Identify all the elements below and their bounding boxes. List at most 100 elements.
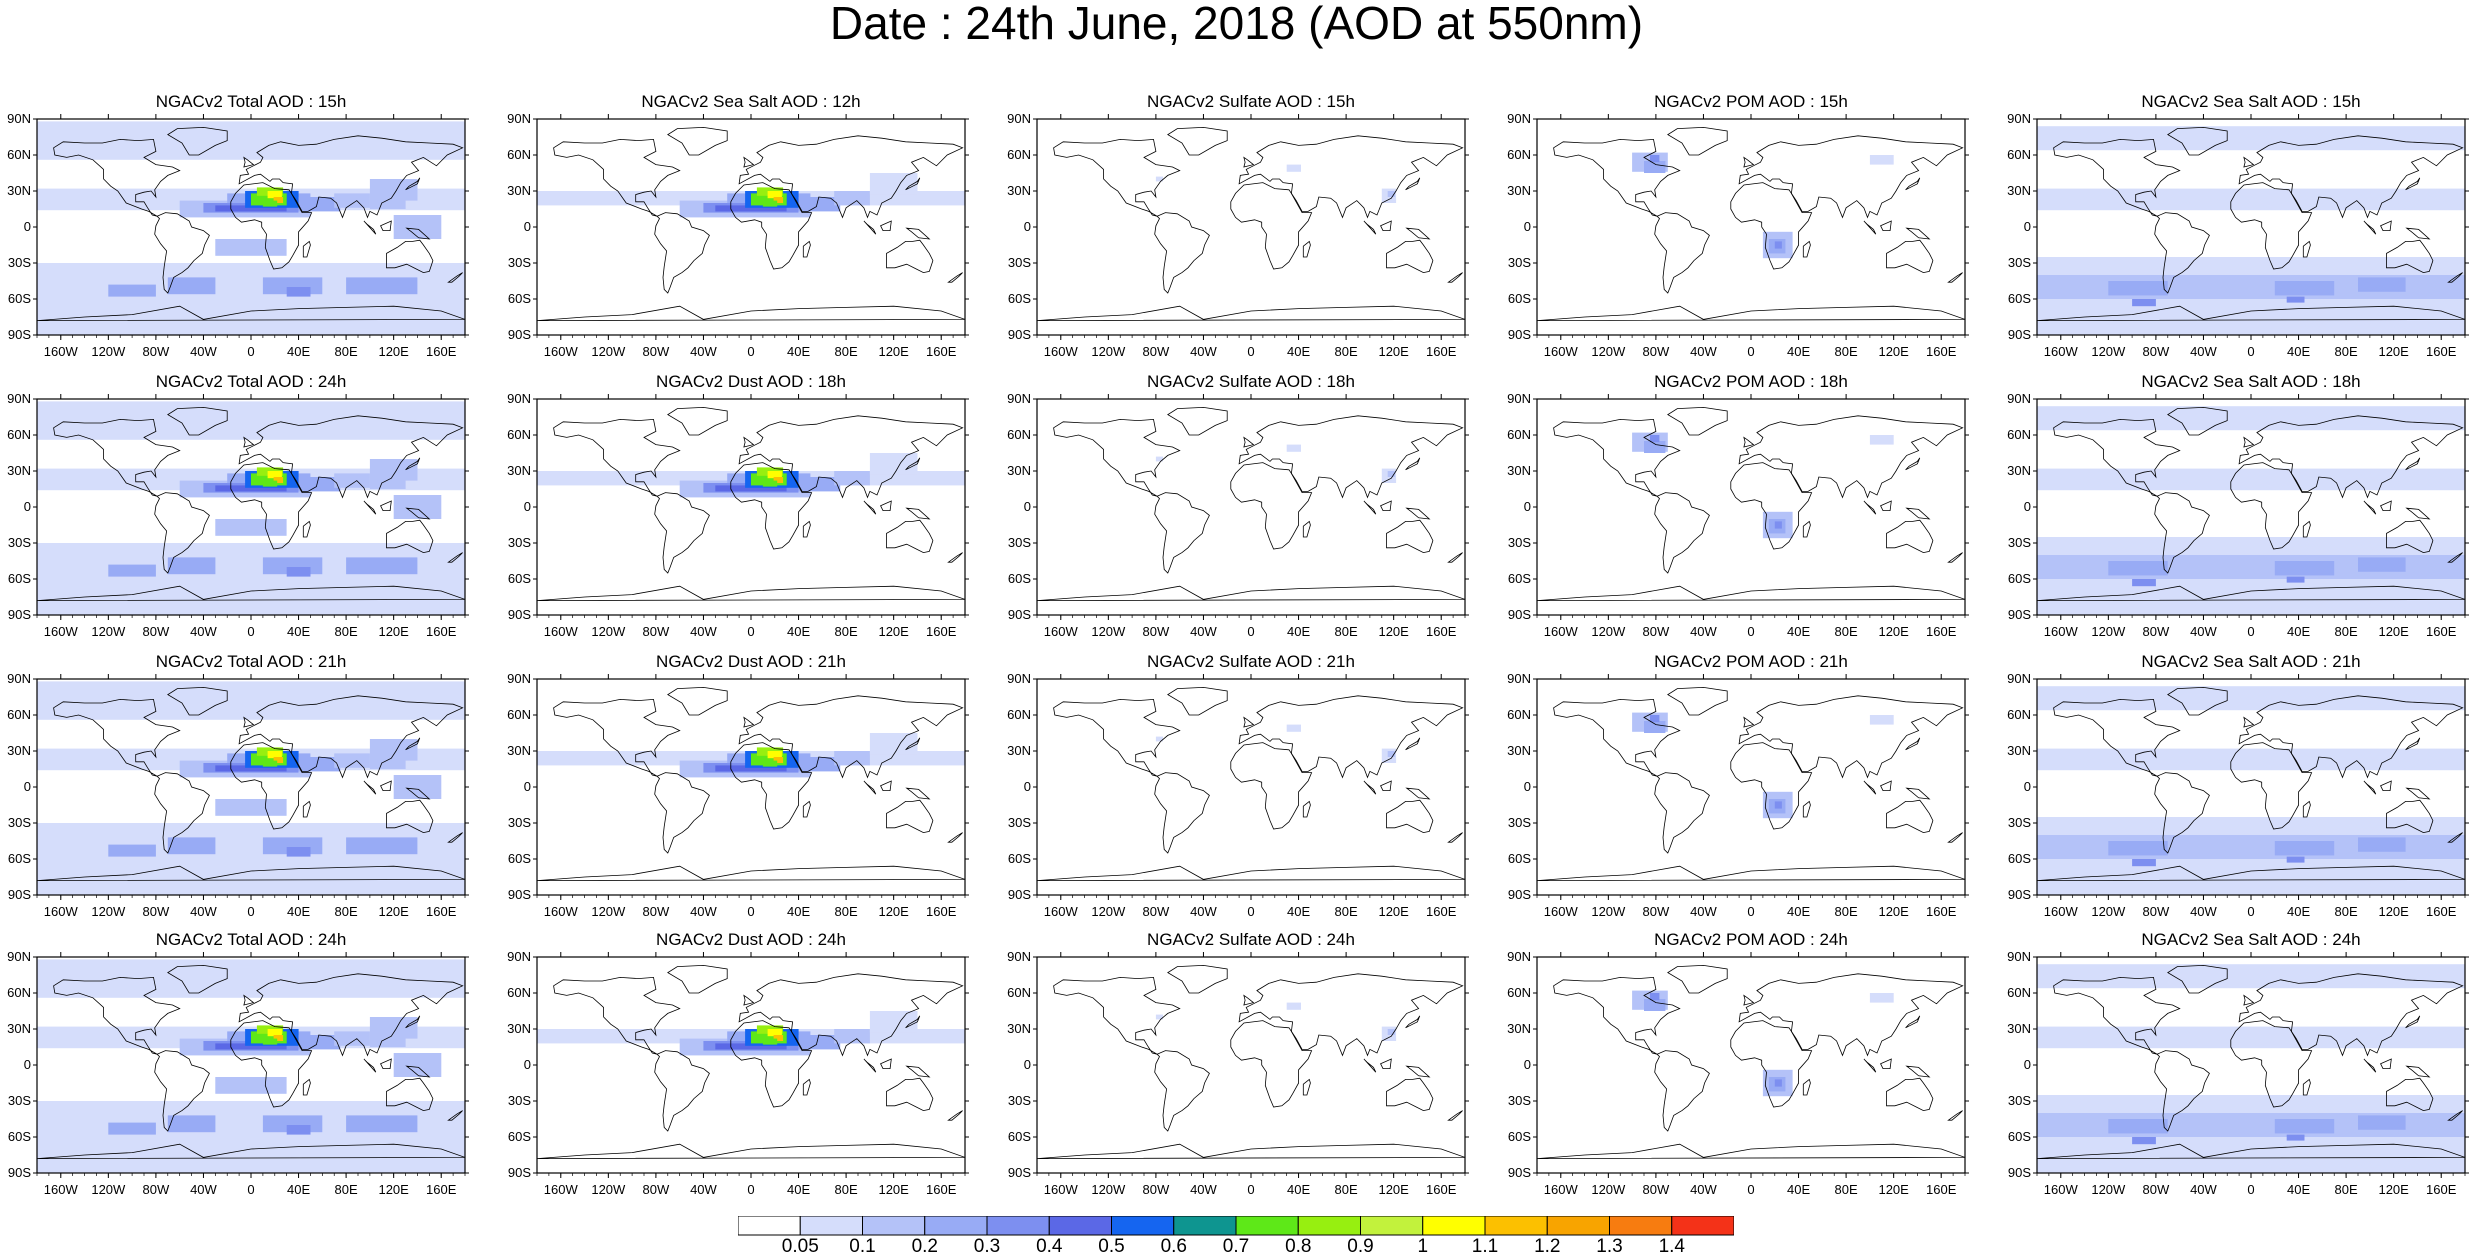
landmass-outline [730, 462, 813, 550]
lat-label: 90S [1508, 887, 1531, 902]
colorbar-label: 0.2 [912, 1236, 938, 1256]
panel-title: NGACv2 Sea Salt AOD : 21h [2141, 652, 2361, 671]
lat-label: 90S [8, 1165, 31, 1180]
world-map: 90N 60N 30N 0 30S 60S 90S 160W 120W 80W 40W 0 40E 80E… [1507, 671, 1969, 919]
aod-region [37, 543, 465, 615]
landmass-outline [243, 716, 255, 728]
colorbar-swatch [799, 1216, 863, 1236]
lon-label: 80W [643, 624, 670, 639]
landmass-outline [1667, 686, 1728, 716]
lon-label: 0 [1747, 624, 1754, 639]
landmass-outline [1447, 1110, 1463, 1121]
landmass-outline [2302, 800, 2311, 818]
aod-region [369, 197, 406, 209]
lat-label: 60N [507, 427, 531, 442]
lat-label: 90N [1007, 949, 1031, 964]
panel-title: NGACv2 Sulfate AOD : 21h [1147, 652, 1355, 671]
landmass-outline [238, 973, 464, 1057]
landmass-outline [2380, 1058, 2392, 1069]
colorbar-swatch [1360, 1216, 1424, 1236]
landmass-outline [405, 737, 421, 751]
landmass-outline [1167, 964, 1228, 994]
aod-region [1774, 801, 1782, 809]
aod-region [346, 557, 418, 575]
lon-label: 160W [44, 624, 79, 639]
landmass-outline [1037, 585, 1465, 602]
aod-region [393, 775, 442, 799]
aod-field [2037, 686, 2465, 895]
aod-region [2286, 576, 2305, 583]
lon-label: 120W [591, 904, 626, 919]
aod-region [215, 519, 287, 536]
lon-label: 40W [690, 624, 717, 639]
landmass-outline [447, 272, 463, 283]
landmass-outline [905, 457, 921, 471]
lat-label: 60S [1508, 851, 1531, 866]
lat-label: 60S [1008, 1129, 1031, 1144]
lat-label: 0 [2024, 219, 2031, 234]
aod-region [1286, 164, 1301, 172]
lon-label: 160E [926, 624, 957, 639]
lon-label: 80W [143, 904, 170, 919]
landmass-outline [1730, 742, 1813, 830]
landmass-outline [863, 500, 877, 515]
landmass-outline [380, 1058, 392, 1069]
aod-region [1649, 435, 1660, 443]
landmass-outline [380, 500, 392, 511]
lat-label: 30S [1508, 535, 1531, 550]
lon-label: 80E [1335, 1182, 1358, 1197]
landmass-outline [230, 462, 313, 550]
lat-label: 30N [1507, 1021, 1531, 1036]
landmass-outline [2238, 695, 2464, 779]
aod-region [346, 1115, 418, 1133]
panel-title: NGACv2 Dust AOD : 21h [656, 652, 846, 671]
landmass-outline [363, 220, 377, 235]
landmass-outline [947, 832, 963, 843]
aod-region [393, 495, 442, 519]
lat-label: 60N [2007, 707, 2031, 722]
panel-title: NGACv2 Sulfate AOD : 15h [1147, 92, 1355, 111]
lat-label: 90N [2007, 111, 2031, 126]
landmass-outline [654, 772, 710, 854]
landmass-outline [1053, 698, 1181, 777]
landmass-outline [537, 865, 965, 882]
aod-region [762, 760, 778, 767]
landmass-outline [1905, 1065, 1931, 1078]
aod-region [369, 739, 418, 761]
aod-field [1632, 990, 1894, 1097]
map-frame [1036, 956, 1466, 1174]
lon-label: 40W [1190, 344, 1217, 359]
lon-label: 160W [1044, 344, 1079, 359]
panel-title: NGACv2 Sea Salt AOD : 24h [2141, 930, 2361, 949]
lat-label: 90S [1008, 1165, 1031, 1180]
aod-region [2037, 126, 2465, 151]
lon-label: 40W [1690, 344, 1717, 359]
aod-region [267, 471, 282, 479]
aod-region [286, 567, 311, 577]
colorbar-swatch [862, 1216, 926, 1236]
lon-label: 120E [2378, 624, 2409, 639]
lon-label: 120E [2378, 904, 2409, 919]
map-panel: NGACv2 Sea Salt AOD : 15h 90N 60N 30N 0 30S 60… [2000, 92, 2473, 367]
lat-label: 30N [2007, 463, 2031, 478]
landmass-outline [154, 772, 210, 854]
lon-label: 120W [1091, 624, 1126, 639]
landmass-outline [1905, 1015, 1921, 1029]
landmass-outline [1405, 1065, 1431, 1078]
aod-region [37, 1101, 465, 1173]
aod-region [1155, 456, 1163, 462]
lon-label: 160W [44, 904, 79, 919]
landmass-outline [1405, 1015, 1421, 1029]
landmass-outline [1654, 1050, 1710, 1132]
landmass-outline [238, 695, 464, 779]
aod-region [1644, 441, 1666, 453]
landmass-outline [1167, 126, 1228, 156]
lon-label: 120W [91, 1182, 126, 1197]
landmass-outline [1743, 436, 1755, 448]
landmass-outline [1537, 1143, 1965, 1160]
aod-region [2037, 748, 2465, 771]
aod-region [37, 823, 465, 895]
panel-title: NGACv2 Sulfate AOD : 24h [1147, 930, 1355, 949]
lon-label: 160E [426, 624, 457, 639]
landmass-outline [947, 272, 963, 283]
